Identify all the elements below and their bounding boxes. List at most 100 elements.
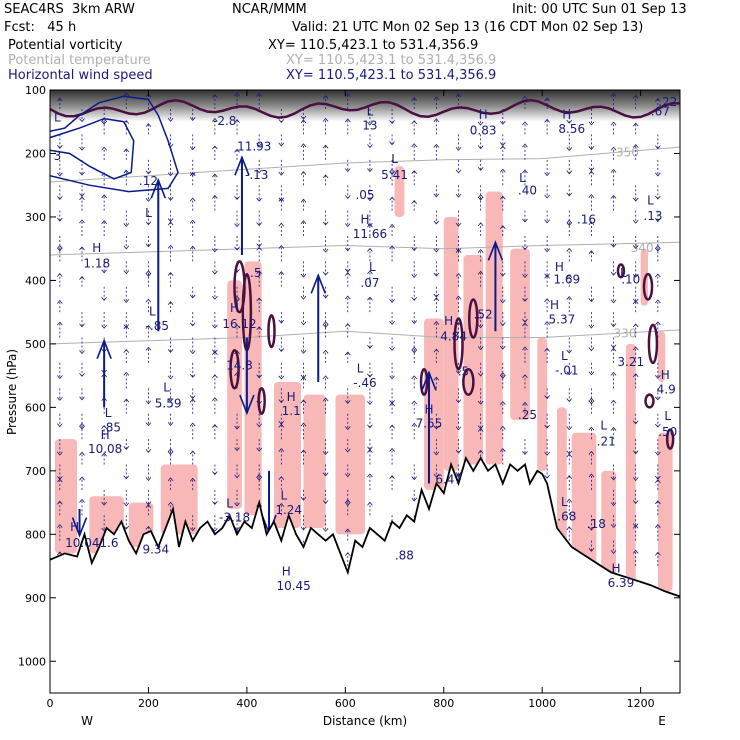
wind-arrowhead xyxy=(566,349,573,354)
wind-arrowhead xyxy=(588,426,595,431)
wind-arrowhead xyxy=(632,420,639,425)
wind-arrowhead xyxy=(189,294,196,299)
speed-label: L xyxy=(369,260,376,274)
wind-arrowhead xyxy=(344,323,351,327)
wind-arrowhead xyxy=(544,172,550,177)
wind-arrowhead xyxy=(344,195,351,199)
wind-arrowhead xyxy=(57,321,63,326)
wind-arrowhead xyxy=(79,196,85,201)
wind-arrowhead xyxy=(322,324,329,328)
x-tick-label-5: 1000 xyxy=(528,697,556,710)
wind-arrowhead xyxy=(234,447,240,452)
speed-label: L xyxy=(519,171,526,185)
wind-arrowhead xyxy=(522,274,528,278)
wind-arrowhead xyxy=(79,171,85,176)
wind-arrowhead xyxy=(500,372,506,376)
wind-arrowhead xyxy=(278,319,285,324)
speed-label: H xyxy=(612,561,621,575)
speed-label: H xyxy=(550,298,559,312)
wind-arrowhead xyxy=(234,196,240,200)
wind-arrowhead xyxy=(566,192,573,197)
y-tick-label-5: 600 xyxy=(25,401,46,414)
wind-arrowhead xyxy=(189,374,196,378)
wind-arrowhead xyxy=(278,476,285,480)
wind-arrowhead xyxy=(256,473,262,478)
speed-label: H xyxy=(70,520,79,534)
wind-arrowhead xyxy=(566,147,573,152)
wind-arrowhead xyxy=(655,172,661,177)
wind-arrowhead xyxy=(544,424,550,429)
wind-arrowhead xyxy=(322,271,329,276)
wind-arrowhead xyxy=(189,350,196,355)
wind-arrowhead xyxy=(610,323,617,328)
speed-label: 6.39 xyxy=(608,576,635,590)
wind-arrowhead xyxy=(167,375,174,380)
wind-arrowhead xyxy=(610,121,617,126)
wind-arrowhead xyxy=(300,273,307,278)
speed-label: .25 xyxy=(518,408,537,422)
wind-arrowhead xyxy=(610,146,617,151)
wind-arrowhead xyxy=(455,169,462,174)
speed-label: L xyxy=(145,206,152,220)
wind-arrowhead xyxy=(322,375,329,380)
wind-arrowhead xyxy=(278,222,285,227)
wind-arrowhead xyxy=(123,245,130,250)
wind-arrowhead xyxy=(610,371,617,376)
wind-arrowhead xyxy=(145,448,152,453)
speed-label: 10.45 xyxy=(276,579,310,593)
wind-arrowhead xyxy=(79,373,85,377)
wind-arrowhead xyxy=(566,222,573,227)
wind-arrowhead xyxy=(167,218,174,223)
wind-arrowhead xyxy=(522,246,528,251)
theta-isentrope-2 xyxy=(50,329,680,345)
wind-arrowhead xyxy=(322,95,329,99)
wind-arrowhead xyxy=(189,422,196,427)
wind-arrowhead xyxy=(477,346,484,351)
wind-arrowhead xyxy=(632,524,639,529)
y-tick-label-0: 100 xyxy=(25,84,46,97)
speed-label: .85 xyxy=(102,420,121,434)
theta-label-1: 340 xyxy=(631,241,654,255)
wind-arrowhead xyxy=(588,450,595,455)
strong-vector-head-4 xyxy=(234,155,250,176)
wind-arrowhead xyxy=(300,376,307,381)
wind-arrowhead xyxy=(322,349,329,354)
wind-arrowhead xyxy=(522,374,528,379)
x-tick-label-4: 800 xyxy=(433,697,454,710)
wind-arrowhead xyxy=(212,350,218,355)
wind-arrowhead xyxy=(322,500,329,504)
speed-label: -3.18 xyxy=(219,511,250,525)
wind-arrowhead xyxy=(655,396,661,401)
wind-arrowhead xyxy=(57,375,63,380)
speed-label: H xyxy=(287,390,296,404)
y-tick-label-2: 300 xyxy=(25,211,46,224)
wind-arrowhead xyxy=(367,401,373,405)
wind-arrowhead xyxy=(300,119,307,124)
wind-arrowhead xyxy=(57,272,63,277)
speed-label: .18 xyxy=(587,517,606,531)
speed-label: 4.84 xyxy=(440,330,467,344)
wind-arrowhead xyxy=(433,376,440,381)
speed-label: 1.1 xyxy=(282,404,301,418)
wind-arrowhead xyxy=(123,169,130,174)
wind-arrowhead xyxy=(411,320,418,325)
wind-arrowhead xyxy=(411,97,418,102)
wind-arrowhead xyxy=(389,223,395,228)
wind-arrowhead xyxy=(57,478,63,483)
y-tick-label-4: 500 xyxy=(25,338,46,351)
speed-label: H xyxy=(101,428,110,442)
wind-arrowhead xyxy=(455,193,462,198)
wind-arrowhead xyxy=(367,373,373,378)
wind-arrowhead xyxy=(411,422,418,427)
speed-label: L xyxy=(647,193,654,207)
wind-arrowhead xyxy=(411,296,418,301)
wind-arrowhead xyxy=(632,323,639,328)
wind-arrowhead xyxy=(212,270,218,275)
wind-arrowhead xyxy=(588,250,595,255)
wind-arrowhead xyxy=(433,193,440,198)
y-tick-label-7: 800 xyxy=(25,528,46,541)
speed-label: 5.41 xyxy=(381,168,408,182)
wind-arrowhead xyxy=(344,448,351,453)
y-tick-label-8: 900 xyxy=(25,592,46,605)
wind-arrowhead xyxy=(411,143,418,148)
